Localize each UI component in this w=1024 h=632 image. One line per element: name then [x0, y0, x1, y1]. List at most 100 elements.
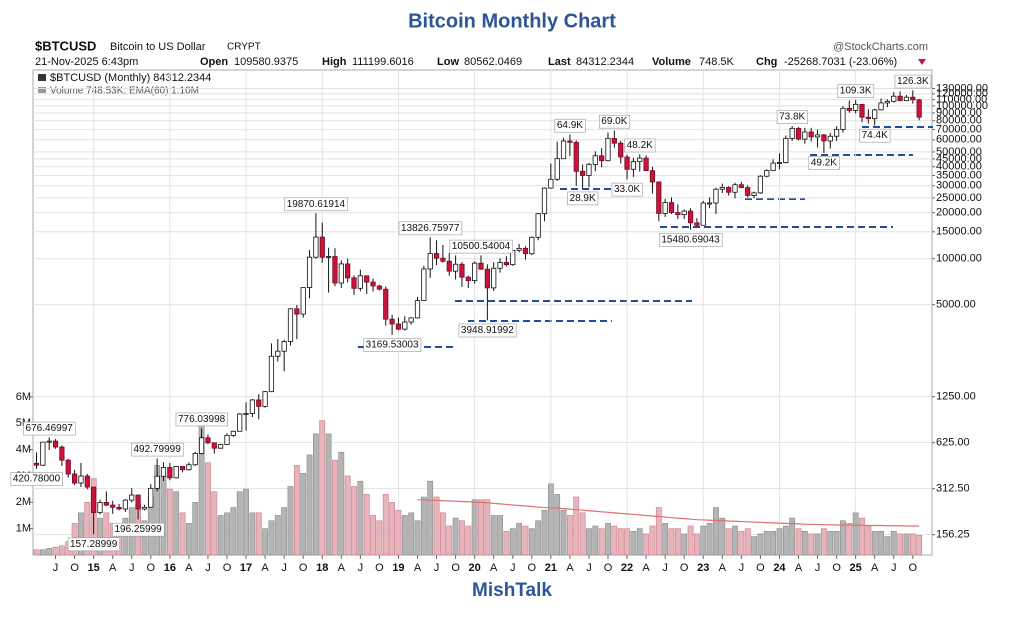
y-tick-label: 120000.00: [936, 88, 988, 100]
candle-body: [643, 157, 649, 172]
x-tick-label: 22: [621, 562, 633, 574]
annotation-label: 73.8K: [779, 112, 805, 123]
y-tick-label: 110000.00: [936, 93, 987, 105]
x-tick-label: 17: [240, 562, 252, 574]
y-tick-label: 25000.00: [936, 192, 982, 204]
volume-bar: [535, 520, 542, 556]
exchange: CRYPT: [227, 42, 261, 53]
annotation-label: 19870.61914: [287, 199, 346, 210]
volume-bar: [522, 525, 529, 556]
volume-bar: [713, 507, 719, 556]
volume-bar: [700, 525, 707, 556]
annotation-box: [659, 233, 723, 247]
y-tick-label: 312.50: [936, 483, 970, 495]
candle-body: [611, 137, 617, 144]
x-tick-label: 23: [697, 562, 709, 574]
candle-body: [256, 399, 262, 407]
candle-body: [91, 486, 97, 513]
candle-body: [751, 192, 757, 196]
quote-value: 80562.0469: [464, 56, 522, 68]
quote-label: High: [322, 56, 347, 68]
volume-bar: [217, 515, 224, 556]
candle-body: [275, 350, 281, 357]
volume-bar: [471, 499, 478, 556]
candle-body: [65, 459, 71, 475]
volume-bar: [916, 534, 923, 556]
candle-body: [433, 253, 440, 259]
volume-bar: [744, 528, 751, 556]
candle-body: [103, 502, 109, 506]
candle-body: [414, 300, 421, 319]
volume-bar: [351, 486, 357, 556]
annotation-label: 3169.53003: [366, 340, 419, 351]
volume-bar: [319, 420, 326, 556]
volume-bar: [598, 528, 605, 556]
candle-body: [135, 494, 141, 510]
candle-body: [122, 499, 128, 510]
volume-bar: [516, 523, 522, 556]
ema-line: [417, 499, 920, 527]
annotation-label: 157.28999: [70, 539, 118, 550]
candle-body: [738, 184, 744, 188]
candle-body: [516, 247, 522, 251]
candle-body: [249, 399, 255, 414]
volume-bar: [566, 515, 573, 556]
volume-bar: [586, 528, 592, 556]
y-tick-label: 20000.00: [936, 207, 982, 219]
annotation-box: [175, 412, 228, 427]
candle-body: [116, 506, 122, 510]
plot-frame: [32, 69, 933, 556]
candle-body: [129, 494, 135, 501]
candle-body: [179, 466, 186, 471]
volume-bar: [490, 515, 497, 556]
x-tick-label: O: [299, 562, 308, 574]
candle-body: [262, 391, 268, 407]
x-tick-label: J: [358, 562, 364, 574]
volume-bar: [706, 523, 713, 556]
volume-bar: [725, 528, 732, 556]
quote-value: 111199.6016: [352, 56, 414, 68]
candle-body: [840, 107, 846, 130]
annotation-label: 420.78000: [13, 474, 61, 485]
candle-body: [78, 475, 84, 484]
annotation-label: 492.79999: [134, 444, 182, 455]
candle-body: [72, 473, 78, 484]
x-tick-label: 18: [316, 562, 328, 574]
support-lines: [358, 126, 933, 348]
volume-bar: [211, 491, 218, 556]
x-tick-label: O: [832, 562, 841, 574]
volume-bar: [255, 512, 262, 556]
volume-bar: [236, 491, 243, 556]
volume-bar: [39, 549, 46, 556]
volume-tick-label: 2M: [16, 496, 31, 508]
volume-bar: [312, 433, 319, 556]
annotation-label: 69.0K: [601, 116, 627, 127]
candle-body: [300, 287, 306, 315]
x-tick-label: 16: [164, 562, 176, 574]
volume-bar: [541, 509, 548, 556]
candle-body: [795, 127, 802, 140]
x-tick-label: O: [223, 562, 232, 574]
candle-body: [484, 268, 490, 289]
annotation-box: [859, 128, 891, 143]
annotation-label: 196.25999: [114, 524, 162, 535]
volume-bar: [643, 533, 649, 556]
volume-bar: [884, 536, 891, 556]
candle-body: [529, 236, 535, 255]
volume-bar: [630, 530, 637, 556]
x-tick-label: A: [795, 562, 803, 574]
volume-bar: [693, 533, 700, 556]
candle-body: [459, 263, 465, 278]
volume-bar: [649, 525, 656, 556]
candle-body: [535, 213, 541, 238]
volume-bar: [268, 520, 275, 556]
volume-bar: [681, 533, 688, 556]
candle-body: [46, 440, 52, 443]
candle-body: [421, 268, 427, 301]
x-tick-label: J: [586, 562, 592, 574]
x-tick-label: A: [109, 562, 117, 574]
volume-bar: [478, 499, 484, 556]
volume-bar: [33, 549, 40, 556]
x-tick-label: A: [338, 562, 346, 574]
x-tick-label: J: [891, 562, 897, 574]
